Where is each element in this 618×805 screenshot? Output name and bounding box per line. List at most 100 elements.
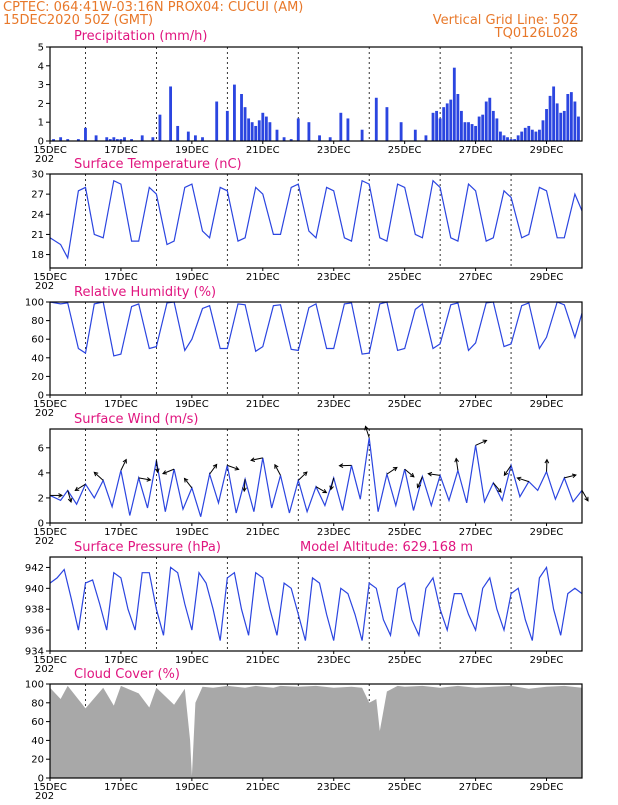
x-tick-label: 17DEC	[104, 655, 138, 666]
y-tick-label: 3	[38, 80, 44, 91]
x-tick-label: 21DEC	[246, 272, 280, 283]
y-tick-label: 1	[38, 118, 44, 129]
precipitation-bar	[361, 130, 364, 141]
x-tick-label: 17DEC	[104, 272, 138, 283]
y-tick-label: 5	[38, 43, 44, 54]
precipitation-bar	[375, 98, 378, 141]
y-tick-label: 80	[31, 316, 44, 327]
year-label: 202	[35, 281, 54, 292]
model-altitude-label: Model Altitude: 629.168 m	[300, 540, 473, 555]
x-tick-label: 27DEC	[459, 655, 493, 666]
precipitation-bar	[449, 100, 452, 141]
x-tick-label: 29DEC	[530, 655, 564, 666]
precipitation-bar	[442, 107, 445, 141]
precipitation-bar	[95, 135, 98, 141]
x-tick-label: 21DEC	[246, 655, 280, 666]
x-tick-label: 25DEC	[388, 145, 422, 156]
precipitation-bar	[446, 103, 449, 141]
precipitation-bar	[488, 98, 491, 141]
panel-frame	[50, 47, 582, 141]
header-run-date: 15DEC2020 50Z (GMT)	[3, 13, 153, 28]
precipitation-bar	[84, 128, 87, 141]
precipitation-bar	[240, 94, 243, 141]
precipitation-bar	[251, 122, 254, 141]
y-tick-label: 100	[25, 298, 44, 309]
x-tick-label: 25DEC	[388, 527, 422, 538]
precipitation-bar	[453, 68, 456, 141]
x-tick-label: 23DEC	[317, 655, 351, 666]
precipitation-bar	[297, 118, 300, 141]
x-tick-label: 29DEC	[530, 272, 564, 283]
cloud-cover-area	[50, 686, 582, 778]
y-tick-label: 24	[31, 210, 44, 221]
y-tick-label: 4	[38, 468, 44, 479]
precipitation-bar	[244, 107, 247, 141]
precipitation-bar	[258, 120, 261, 141]
x-tick-label: 25DEC	[388, 399, 422, 410]
y-tick-label: 940	[25, 584, 44, 595]
precipitation-bar	[478, 117, 481, 141]
precipitation-bar	[503, 135, 506, 141]
precipitation-bar	[307, 122, 310, 141]
precipitation-bar	[176, 126, 179, 141]
precipitation-bar	[261, 113, 264, 141]
x-tick-label: 27DEC	[459, 527, 493, 538]
precipitation-bar	[563, 111, 566, 141]
wind-direction-arrow	[94, 472, 103, 480]
precipitation-bar	[159, 115, 162, 141]
precipitation-bar	[471, 124, 474, 141]
y-tick-label: 27	[31, 190, 44, 201]
x-tick-label: 23DEC	[317, 145, 351, 156]
y-tick-label: 6	[38, 443, 44, 454]
y-tick-label: 20	[31, 372, 44, 383]
precipitation-bar	[474, 126, 477, 141]
wind-direction-arrow	[298, 472, 307, 480]
precipitation-bar	[265, 117, 268, 141]
precipitation-bar	[545, 109, 548, 141]
precipitation-bar	[194, 135, 197, 141]
x-tick-label: 29DEC	[530, 527, 564, 538]
x-tick-label: 17DEC	[104, 782, 138, 793]
precipitation-bar	[552, 86, 555, 141]
precipitation-bar	[460, 111, 463, 141]
cloud-cover-title: Cloud Cover (%)	[74, 667, 180, 682]
precipitation-bar	[499, 132, 502, 141]
precipitation-bar	[339, 113, 342, 141]
x-tick-label: 19DEC	[175, 145, 209, 156]
precipitation-bar	[492, 111, 495, 141]
precipitation-bar	[464, 122, 467, 141]
precipitation-bar	[517, 135, 520, 141]
precipitation-bar	[318, 135, 321, 141]
x-tick-label: 25DEC	[388, 272, 422, 283]
precipitation-bar	[559, 113, 562, 141]
precipitation-bar	[467, 122, 470, 141]
pressure-title: Surface Pressure (hPa)	[74, 540, 221, 555]
precipitation-bar	[233, 85, 236, 141]
x-tick-label: 29DEC	[530, 145, 564, 156]
precipitation-bar	[247, 118, 250, 141]
x-tick-label: 27DEC	[459, 782, 493, 793]
x-tick-label: 23DEC	[317, 272, 351, 283]
x-tick-label: 27DEC	[459, 399, 493, 410]
x-tick-label: 25DEC	[388, 655, 422, 666]
wind-speed-line	[50, 438, 582, 517]
y-tick-label: 40	[31, 736, 44, 747]
x-tick-label: 23DEC	[317, 782, 351, 793]
precipitation-title: Precipitation (mm/h)	[74, 29, 207, 44]
precipitation-bar	[520, 132, 523, 141]
precipitation-bar	[534, 132, 537, 141]
precipitation-bar	[531, 130, 534, 141]
year-label: 202	[35, 664, 54, 675]
precipitation-bar	[542, 120, 545, 141]
precipitation-bar	[414, 130, 417, 141]
precipitation-bar	[425, 135, 428, 141]
precipitation-bar	[549, 96, 552, 141]
precipitation-bar	[456, 94, 459, 141]
y-tick-label: 938	[25, 605, 44, 616]
year-label: 202	[35, 154, 54, 165]
humidity-line	[50, 302, 582, 356]
y-tick-label: 100	[25, 680, 44, 691]
precipitation-bar	[169, 86, 172, 141]
y-tick-label: 30	[31, 170, 44, 181]
